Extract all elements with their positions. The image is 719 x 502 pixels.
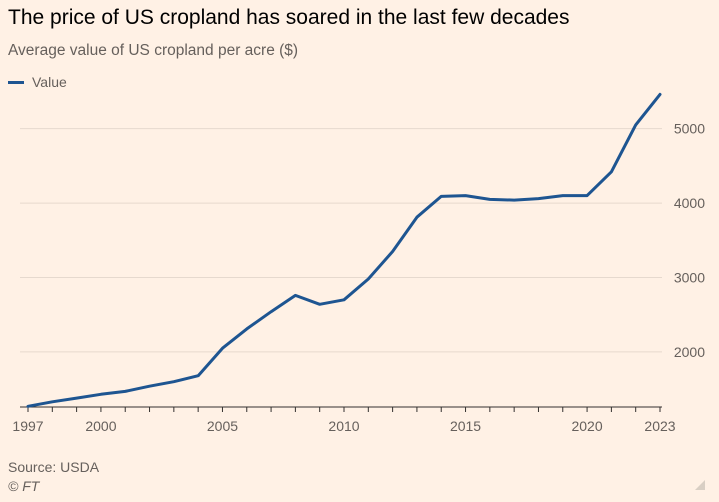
series-line-value bbox=[26, 92, 662, 408]
copyright-note: © FT bbox=[8, 478, 40, 494]
source-note: Source: USDA bbox=[8, 459, 100, 475]
y-tick-label-3000: 3000 bbox=[674, 270, 705, 286]
x-tick-label-2000: 2000 bbox=[85, 418, 116, 434]
resize-grip-icon bbox=[695, 480, 705, 490]
x-tick-label-2010: 2010 bbox=[328, 418, 359, 434]
x-tick-label-2023: 2023 bbox=[644, 418, 675, 434]
x-tick-label-2020: 2020 bbox=[571, 418, 602, 434]
y-tick-label-2000: 2000 bbox=[674, 344, 705, 360]
y-tick-label-4000: 4000 bbox=[674, 195, 705, 211]
x-tick-label-2015: 2015 bbox=[450, 418, 481, 434]
x-tick-label-2005: 2005 bbox=[207, 418, 238, 434]
legend-label-value: Value bbox=[32, 74, 67, 90]
x-tick-label-1997: 1997 bbox=[12, 418, 43, 434]
chart-subtitle: Average value of US cropland per acre ($… bbox=[8, 42, 299, 59]
chart-title: The price of US cropland has soared in t… bbox=[8, 6, 570, 29]
y-tick-label-5000: 5000 bbox=[674, 121, 705, 137]
legend-swatch bbox=[8, 80, 24, 84]
legend: Value bbox=[8, 74, 67, 90]
